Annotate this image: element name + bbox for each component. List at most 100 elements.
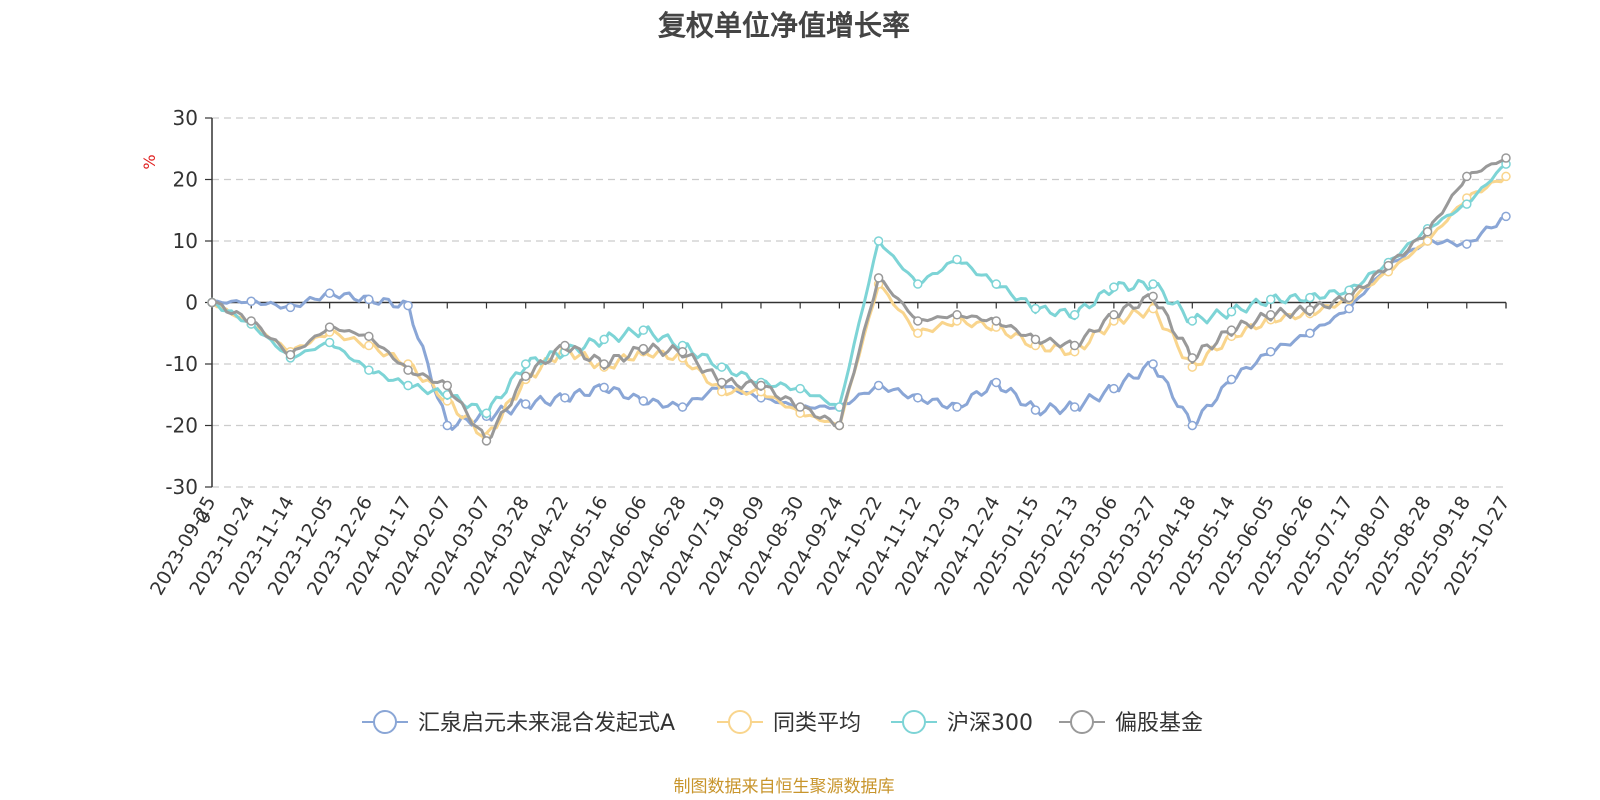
data-point bbox=[1109, 310, 1119, 320]
data-point bbox=[285, 302, 296, 313]
data-point bbox=[520, 371, 531, 382]
data-point bbox=[285, 350, 296, 360]
data-point bbox=[599, 359, 609, 369]
data-point bbox=[207, 297, 217, 308]
data-point bbox=[638, 343, 649, 354]
data-point bbox=[560, 340, 570, 351]
series-line bbox=[211, 215, 1507, 431]
x-tick-labels: 02023-09-252023-10-242023-11-142023-12-0… bbox=[146, 492, 1514, 599]
data-point bbox=[1109, 383, 1119, 394]
data-point bbox=[1069, 340, 1080, 351]
data-point bbox=[364, 294, 374, 305]
data-point bbox=[795, 383, 805, 394]
legend-label: 沪深300 bbox=[947, 711, 1033, 736]
data-point bbox=[1462, 239, 1472, 249]
data-point bbox=[403, 365, 413, 375]
legend-marker bbox=[1070, 710, 1094, 734]
data-point bbox=[913, 316, 923, 326]
data-point bbox=[1069, 402, 1080, 412]
data-point bbox=[324, 337, 335, 348]
data-point bbox=[677, 402, 688, 412]
data-point bbox=[1226, 325, 1237, 335]
data-point bbox=[873, 273, 884, 283]
y-tick-label: 0 bbox=[185, 291, 198, 315]
y-tick-label: -30 bbox=[165, 475, 198, 499]
data-point bbox=[1069, 310, 1080, 320]
series-lines bbox=[207, 153, 1511, 446]
data-point bbox=[1030, 334, 1041, 345]
data-point bbox=[638, 396, 649, 406]
data-point bbox=[1187, 420, 1198, 431]
data-point bbox=[364, 331, 374, 342]
data-point bbox=[873, 236, 884, 246]
series-line bbox=[211, 156, 1507, 443]
data-point bbox=[834, 420, 845, 431]
data-point bbox=[1226, 306, 1237, 317]
data-point bbox=[599, 382, 609, 393]
data-point bbox=[520, 359, 531, 369]
data-point bbox=[1462, 199, 1472, 209]
data-point bbox=[991, 279, 1001, 289]
data-point bbox=[520, 399, 531, 409]
legend-label: 汇泉启元未来混合发起式A bbox=[418, 711, 675, 736]
data-point bbox=[913, 393, 923, 403]
y-tick-label: 30 bbox=[173, 106, 198, 130]
data-point bbox=[1383, 260, 1394, 271]
data-point bbox=[364, 340, 374, 351]
data-point bbox=[952, 310, 962, 320]
legend-label: 同类平均 bbox=[773, 711, 861, 736]
data-point bbox=[1226, 374, 1237, 385]
legend-item[interactable]: 同类平均 bbox=[717, 710, 861, 736]
data-point bbox=[1109, 282, 1119, 292]
data-point bbox=[1265, 310, 1276, 320]
y-tick-labels: -30 -20 -10 0 10 20 30 bbox=[165, 106, 198, 499]
data-point bbox=[1265, 346, 1276, 357]
data-point bbox=[481, 408, 492, 418]
data-point bbox=[1030, 303, 1041, 314]
data-point bbox=[756, 380, 766, 391]
legend-marker bbox=[902, 710, 926, 734]
data-point bbox=[1305, 328, 1315, 338]
y-tick-label: -20 bbox=[165, 414, 198, 438]
data-point bbox=[1030, 405, 1041, 415]
data-point bbox=[991, 377, 1001, 388]
data-point bbox=[1187, 316, 1198, 326]
data-point bbox=[481, 436, 492, 446]
data-point bbox=[1344, 303, 1354, 314]
data-point bbox=[952, 254, 962, 265]
data-point bbox=[1501, 153, 1511, 163]
data-point bbox=[599, 334, 609, 345]
data-point bbox=[246, 296, 256, 307]
data-point bbox=[717, 377, 727, 388]
y-tick-label: -10 bbox=[165, 352, 198, 376]
data-point bbox=[1305, 292, 1315, 303]
y-axis-unit: % bbox=[140, 154, 159, 169]
legend[interactable]: 汇泉启元未来混合发起式A 同类平均 沪深300 偏股基金 bbox=[362, 710, 1203, 736]
legend-item[interactable]: 沪深300 bbox=[891, 710, 1033, 736]
data-point bbox=[1148, 291, 1158, 302]
data-point bbox=[991, 316, 1001, 326]
data-point bbox=[442, 420, 453, 431]
legend-label: 偏股基金 bbox=[1115, 711, 1203, 736]
data-point bbox=[1462, 171, 1472, 182]
legend-marker bbox=[373, 710, 397, 734]
legend-item[interactable]: 汇泉启元未来混合发起式A bbox=[362, 710, 675, 736]
data-point bbox=[324, 288, 335, 299]
data-point bbox=[1501, 171, 1511, 182]
data-point bbox=[913, 279, 923, 289]
data-point bbox=[364, 365, 374, 375]
data-point bbox=[677, 346, 688, 357]
chart-title: 复权单位净值增长率 bbox=[658, 9, 910, 42]
legend-item[interactable]: 偏股基金 bbox=[1059, 710, 1203, 736]
data-point bbox=[1187, 362, 1198, 372]
data-point bbox=[1501, 211, 1511, 222]
data-point bbox=[1148, 359, 1158, 369]
series-line bbox=[211, 162, 1507, 419]
data-point bbox=[403, 380, 413, 391]
data-point bbox=[1305, 305, 1315, 315]
data-point bbox=[795, 402, 805, 412]
data-point bbox=[913, 328, 923, 338]
data-point bbox=[717, 362, 727, 372]
legend-marker bbox=[728, 710, 752, 734]
